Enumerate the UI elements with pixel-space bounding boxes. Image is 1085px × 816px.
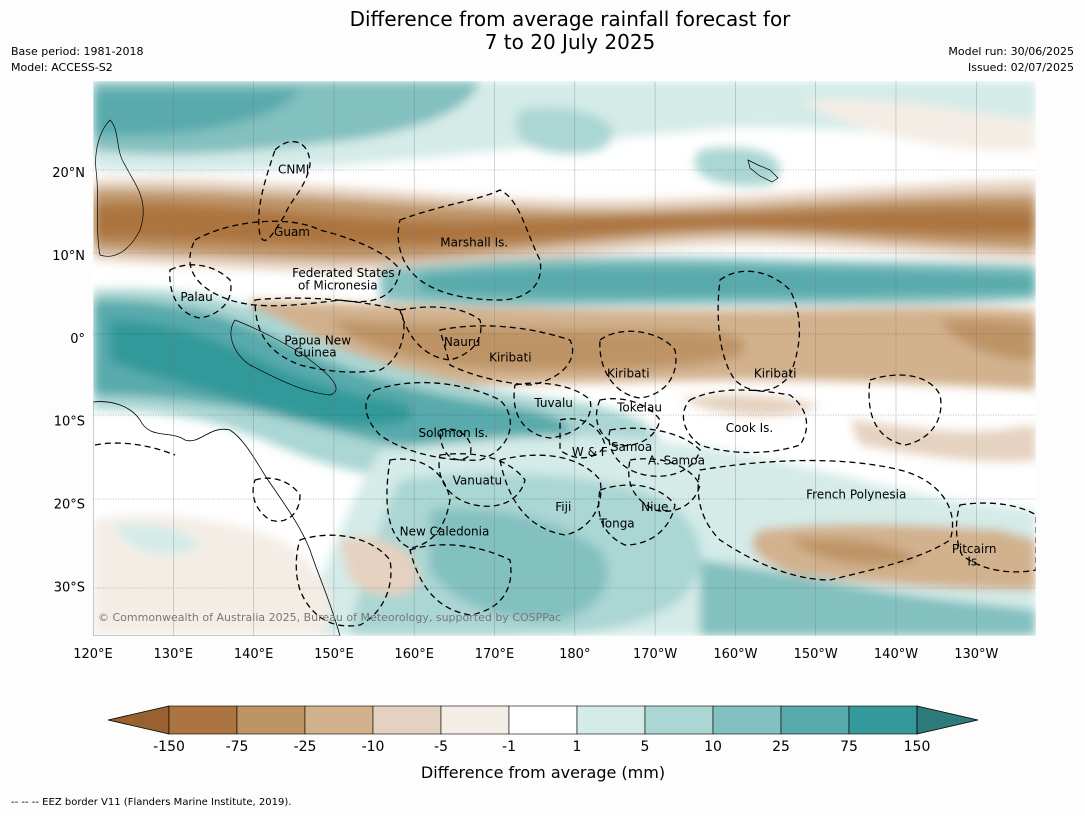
- place-label: Solomon Is.: [418, 426, 488, 440]
- lon-tick-label: 120°E: [73, 647, 113, 662]
- lon-tick-label: 160°W: [713, 647, 757, 662]
- colorbar-tick-label: -5: [434, 739, 448, 755]
- place-label: Samoa: [611, 440, 652, 454]
- colorbar-tick-labels: -150 -75 -25 -10 -5 -1 1 5 10 25 75 150: [153, 739, 930, 755]
- title-line-2: 7 to 20 July 2025: [484, 30, 656, 54]
- lon-tick-label: 140°W: [874, 647, 918, 662]
- colorbar-tick-label: -25: [294, 739, 317, 755]
- colorbar-segment: [644, 705, 714, 735]
- place-label: French Polynesia: [806, 487, 906, 501]
- colorbar: -150 -75 -25 -10 -5 -1 1 5 10 25 75 150 Difference …: [107, 705, 979, 782]
- png-coastline: [230, 319, 337, 396]
- hawaii-coastline: [747, 159, 779, 183]
- base-period: Base period: 1981-2018: [11, 45, 144, 58]
- lat-tick-label: 10°N: [52, 249, 85, 264]
- colorbar-tick-label: -150: [153, 739, 185, 755]
- colorbar-tick-label: -1: [502, 739, 516, 755]
- lon-tick-label: 150°W: [794, 647, 838, 662]
- model-run: Model run: 30/06/2025: [948, 45, 1074, 58]
- colorbar-segment: [372, 705, 442, 735]
- place-label: A. Samoa: [648, 453, 705, 467]
- place-label: Guinea: [294, 346, 337, 360]
- lat-tick-label: 10°S: [54, 415, 85, 430]
- place-label: Fiji: [555, 500, 571, 514]
- lon-tick-label: 140°E: [234, 647, 274, 662]
- colorbar-segment: [848, 705, 918, 735]
- place-label: Kiribati: [607, 366, 649, 380]
- place-label: Federated States: [292, 266, 394, 280]
- place-label: Kiribati: [489, 351, 531, 365]
- colorbar-segment: [780, 705, 850, 735]
- model-name: Model: ACCESS-S2: [11, 61, 113, 74]
- lon-tick-label: 170°W: [633, 647, 677, 662]
- lon-tick-label: 150°E: [314, 647, 354, 662]
- place-label: Marshall Is.: [440, 236, 508, 250]
- latitude-axis: 20°N 10°N 0° 10°S 20°S 30°S: [52, 166, 85, 595]
- colorbar-tick-label: -75: [226, 739, 249, 755]
- colorbar-low-extension: [107, 705, 170, 735]
- place-label: Nauru: [444, 335, 480, 349]
- issued-date: Issued: 02/07/2025: [967, 61, 1074, 74]
- colorbar-segment: [168, 705, 238, 735]
- longitude-axis: 120°E 130°E 140°E 150°E 160°E 170°E 180° 170°W 1…: [73, 647, 998, 662]
- lon-tick-label: 130°E: [154, 647, 194, 662]
- colorbar-segment: [712, 705, 782, 735]
- place-label: Guam: [274, 225, 310, 239]
- colorbar-tick-label: 10: [704, 739, 722, 755]
- place-label: Kiribati: [754, 366, 796, 380]
- colorbar-segment: [236, 705, 306, 735]
- meta-right: Model run: 30/06/2025 Issued: 02/07/2025: [948, 44, 1074, 76]
- place-label: W & F: [572, 445, 608, 459]
- lon-tick-label: 180°: [559, 647, 590, 662]
- colorbar-segment: [440, 705, 510, 735]
- map-title: Difference from average rainfall forecas…: [0, 8, 1085, 54]
- lon-tick-label: 170°E: [475, 647, 515, 662]
- lon-gridlines: [173, 81, 977, 636]
- place-label: Palau: [180, 290, 212, 304]
- colorbar-tick-label: 75: [840, 739, 858, 755]
- place-label: Vanuatu: [453, 473, 503, 487]
- place-label: Pitcairn: [952, 542, 997, 556]
- meta-left: Base period: 1981-2018 Model: ACCESS-S2: [11, 44, 143, 76]
- philippines-coastline: [95, 119, 144, 257]
- place-label: Is.: [967, 554, 981, 568]
- lat-tick-label: 20°N: [52, 166, 85, 181]
- australia-coastline: [93, 401, 341, 636]
- colorbar-segments: [168, 705, 918, 735]
- place-label: Tuvalu: [533, 396, 573, 410]
- lat-tick-label: 20°S: [54, 497, 85, 512]
- colorbar-high-extension: [916, 705, 979, 735]
- lat-tick-label: 0°: [70, 332, 85, 347]
- colorbar-tick-label: 1: [573, 739, 582, 755]
- colorbar-tick-label: 25: [772, 739, 790, 755]
- lat-gridlines: [93, 169, 1036, 589]
- colorbar-tick-label: 5: [641, 739, 650, 755]
- place-label: of Micronesia: [298, 279, 378, 293]
- eez-source-note: -- -- -- EEZ border V11 (Flanders Marine…: [11, 797, 292, 808]
- colorbar-segment: [576, 705, 646, 735]
- colorbar-segment: [304, 705, 374, 735]
- copyright-text: © Commonwealth of Australia 2025, Bureau…: [98, 611, 561, 624]
- lat-tick-label: 30°S: [54, 580, 85, 595]
- colorbar-title: Difference from average (mm): [421, 763, 665, 782]
- place-label: New Caledonia: [400, 525, 490, 539]
- colorbar-tick-label: 150: [904, 739, 931, 755]
- place-label: Papua New: [284, 333, 351, 347]
- place-label: Tonga: [598, 516, 634, 530]
- place-label: Tokelau: [616, 400, 662, 414]
- place-label: Cook Is.: [726, 421, 773, 435]
- place-label: CNMI: [278, 163, 309, 177]
- title-line-1: Difference from average rainfall forecas…: [349, 7, 791, 31]
- place-label: Niue: [641, 500, 668, 514]
- colorbar-segment: [508, 705, 578, 735]
- eez-borders: [94, 141, 1036, 627]
- lon-tick-label: 160°E: [394, 647, 434, 662]
- colorbar-tick-label: -10: [362, 739, 385, 755]
- lon-tick-label: 130°W: [954, 647, 998, 662]
